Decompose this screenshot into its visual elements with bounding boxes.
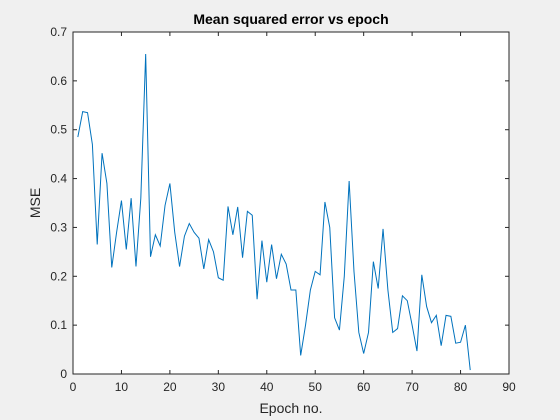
y-tick-label: 0.1 xyxy=(50,318,67,332)
x-ticks: 0 10 20 30 40 50 60 70 80 90 xyxy=(70,32,516,394)
series-line-0 xyxy=(77,53,471,371)
y-tick-label: 0.6 xyxy=(50,74,67,88)
x-tick-label: 10 xyxy=(115,380,129,394)
x-tick-label: 60 xyxy=(357,380,371,394)
x-tick-label: 90 xyxy=(502,380,516,394)
y-axis-label: MSE xyxy=(27,188,43,218)
series-layer xyxy=(77,53,471,371)
y-tick-label: 0.4 xyxy=(50,172,67,186)
x-tick-label: 30 xyxy=(212,380,226,394)
plot-area xyxy=(73,32,509,374)
chart-title: Mean squared error vs epoch xyxy=(193,11,388,27)
x-tick-label: 70 xyxy=(405,380,419,394)
x-tick-label: 80 xyxy=(454,380,468,394)
x-axis-label: Epoch no. xyxy=(259,400,322,416)
x-tick-label: 50 xyxy=(309,380,323,394)
y-tick-label: 0.5 xyxy=(50,123,67,137)
x-tick-label: 0 xyxy=(70,380,77,394)
axes-layer xyxy=(72,31,510,375)
y-ticks: 0 0.1 0.2 0.3 0.4 0.5 0.6 0.7 xyxy=(50,25,509,381)
y-tick-label: 0.7 xyxy=(50,25,67,39)
y-tick-label: 0.2 xyxy=(50,269,67,283)
y-tick-label: 0 xyxy=(60,367,67,381)
x-tick-label: 20 xyxy=(163,380,177,394)
axes-box xyxy=(72,31,510,375)
y-tick-label: 0.3 xyxy=(50,220,67,234)
x-tick-label: 40 xyxy=(260,380,274,394)
